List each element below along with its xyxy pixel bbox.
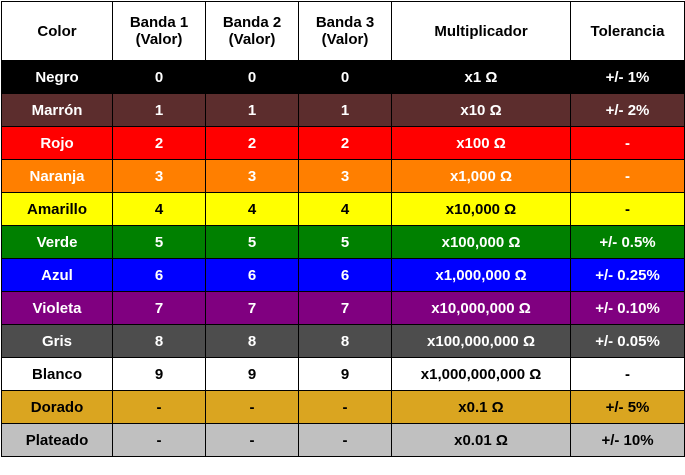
multiplier-cell: x100,000,000 Ω [391,324,571,358]
color-name-cell: Negro [1,60,113,94]
band-1-cell: 3 [112,159,206,193]
color-name-cell: Gris [1,324,113,358]
band-2-cell: 9 [205,357,299,391]
tolerance-cell: +/- 0.25% [570,258,685,292]
header-tolerance: Tolerancia [570,1,685,61]
color-name-cell: Violeta [1,291,113,325]
multiplier-cell: x100 Ω [391,126,571,160]
tolerance-cell: +/- 2% [570,93,685,127]
band-2-cell: 7 [205,291,299,325]
band-3-cell: 4 [298,192,392,226]
table-row: Violeta 7 7 7 x10,000,000 Ω +/- 0.10% [1,291,685,325]
multiplier-cell: x10 Ω [391,93,571,127]
band-3-cell: 6 [298,258,392,292]
band-1-cell: 7 [112,291,206,325]
band-2-cell: 3 [205,159,299,193]
band-1-cell: - [112,423,206,457]
multiplier-cell: x10,000 Ω [391,192,571,226]
tolerance-cell: +/- 0.5% [570,225,685,259]
band-3-cell: 3 [298,159,392,193]
multiplier-cell: x1,000 Ω [391,159,571,193]
band-1-cell: 6 [112,258,206,292]
tolerance-cell: - [570,357,685,391]
band-1-cell: 5 [112,225,206,259]
band-1-cell: - [112,390,206,424]
multiplier-cell: x0.1 Ω [391,390,571,424]
table-row: Plateado - - - x0.01 Ω +/- 10% [1,423,685,457]
color-name-cell: Azul [1,258,113,292]
multiplier-cell: x100,000 Ω [391,225,571,259]
table-row: Marrón 1 1 1 x10 Ω +/- 2% [1,93,685,127]
band-2-cell: 2 [205,126,299,160]
tolerance-cell: - [570,192,685,226]
tolerance-cell: +/- 0.05% [570,324,685,358]
color-name-cell: Plateado [1,423,113,457]
band-3-cell: 0 [298,60,392,94]
color-name-cell: Rojo [1,126,113,160]
tolerance-cell: - [570,159,685,193]
band-2-cell: - [205,423,299,457]
header-row: Color Banda 1 (Valor) Banda 2 (Valor) Ba… [1,1,685,61]
tolerance-cell: +/- 0.10% [570,291,685,325]
band-2-cell: - [205,390,299,424]
band-3-cell: - [298,390,392,424]
table-row: Verde 5 5 5 x100,000 Ω +/- 0.5% [1,225,685,259]
tolerance-cell: +/- 5% [570,390,685,424]
band-2-cell: 1 [205,93,299,127]
band-2-cell: 8 [205,324,299,358]
band-1-cell: 1 [112,93,206,127]
header-multiplier: Multiplicador [391,1,571,61]
band-1-cell: 8 [112,324,206,358]
band-3-cell: 1 [298,93,392,127]
resistor-color-code-table: Color Banda 1 (Valor) Banda 2 (Valor) Ba… [1,1,685,457]
table-row: Rojo 2 2 2 x100 Ω - [1,126,685,160]
band-1-cell: 2 [112,126,206,160]
multiplier-cell: x1,000,000,000 Ω [391,357,571,391]
band-1-cell: 9 [112,357,206,391]
multiplier-cell: x0.01 Ω [391,423,571,457]
band-3-cell: - [298,423,392,457]
tolerance-cell: +/- 10% [570,423,685,457]
band-2-cell: 5 [205,225,299,259]
color-name-cell: Marrón [1,93,113,127]
table-row: Amarillo 4 4 4 x10,000 Ω - [1,192,685,226]
color-name-cell: Blanco [1,357,113,391]
color-name-cell: Naranja [1,159,113,193]
multiplier-cell: x10,000,000 Ω [391,291,571,325]
band-2-cell: 0 [205,60,299,94]
table-row: Dorado - - - x0.1 Ω +/- 5% [1,390,685,424]
color-name-cell: Verde [1,225,113,259]
tolerance-cell: +/- 1% [570,60,685,94]
table-row: Gris 8 8 8 x100,000,000 Ω +/- 0.05% [1,324,685,358]
multiplier-cell: x1,000,000 Ω [391,258,571,292]
band-3-cell: 2 [298,126,392,160]
band-3-cell: 7 [298,291,392,325]
table-row: Azul 6 6 6 x1,000,000 Ω +/- 0.25% [1,258,685,292]
table-row: Naranja 3 3 3 x1,000 Ω - [1,159,685,193]
band-3-cell: 5 [298,225,392,259]
band-3-cell: 9 [298,357,392,391]
band-2-cell: 4 [205,192,299,226]
band-1-cell: 0 [112,60,206,94]
table-row: Blanco 9 9 9 x1,000,000,000 Ω - [1,357,685,391]
tolerance-cell: - [570,126,685,160]
table-row: Negro 0 0 0 x1 Ω +/- 1% [1,60,685,94]
band-3-cell: 8 [298,324,392,358]
header-band-3: Banda 3 (Valor) [298,1,392,61]
color-name-cell: Dorado [1,390,113,424]
band-2-cell: 6 [205,258,299,292]
multiplier-cell: x1 Ω [391,60,571,94]
header-color: Color [1,1,113,61]
band-1-cell: 4 [112,192,206,226]
header-band-2: Banda 2 (Valor) [205,1,299,61]
color-name-cell: Amarillo [1,192,113,226]
header-band-1: Banda 1 (Valor) [112,1,206,61]
